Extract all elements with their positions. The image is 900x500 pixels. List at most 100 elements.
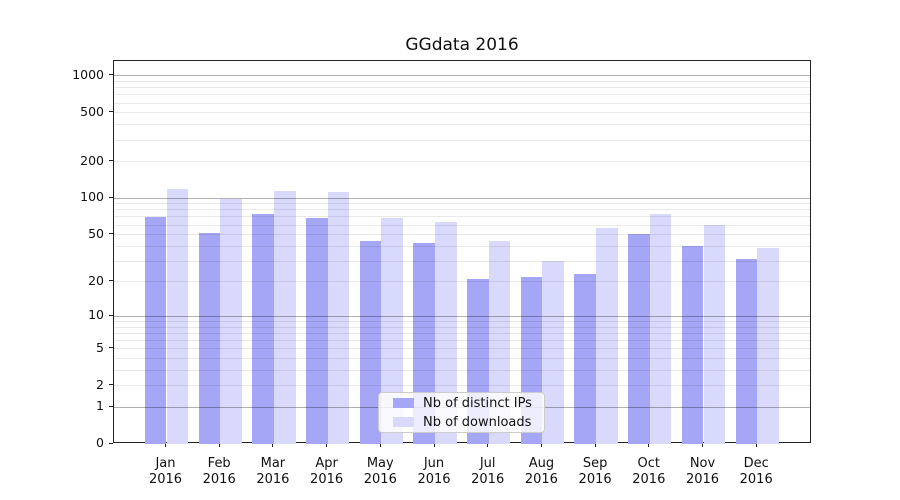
x-tick-mark-aug bbox=[540, 443, 542, 447]
y-tick-mark-50 bbox=[109, 233, 113, 235]
y-tick-mark-1000 bbox=[109, 74, 113, 76]
x-tick-label-oct: Oct 2016 bbox=[632, 456, 666, 487]
gridline-60 bbox=[114, 224, 810, 226]
bar-oct-downloads bbox=[649, 213, 672, 444]
plot-area bbox=[113, 60, 811, 444]
gridline-300 bbox=[114, 139, 810, 141]
y-tick-label-500: 500 bbox=[80, 103, 104, 119]
legend-swatch-downloads bbox=[393, 417, 414, 427]
y-tick-label-20: 20 bbox=[88, 272, 104, 288]
x-tick-mark-feb bbox=[218, 443, 220, 447]
gridline-3 bbox=[114, 369, 810, 371]
gridline-90 bbox=[114, 203, 810, 205]
y-tick-mark-0 bbox=[109, 442, 113, 444]
x-tick-mark-jul bbox=[487, 443, 489, 447]
x-tick-label-jan: Jan 2016 bbox=[148, 456, 183, 487]
legend-label-distinct-ips: Nb of distinct IPs bbox=[423, 395, 532, 411]
gridline-70 bbox=[114, 216, 810, 218]
bar-apr-ips bbox=[305, 218, 328, 444]
y-tick-mark-1 bbox=[109, 405, 113, 407]
x-tick-label-apr: Apr 2016 bbox=[310, 456, 344, 487]
x-tick-label-may: May 2016 bbox=[363, 456, 397, 487]
x-tick-label-sep: Sep 2016 bbox=[578, 456, 612, 487]
gridline-6 bbox=[114, 339, 810, 341]
bar-mar-ips bbox=[252, 213, 274, 444]
gridline-80 bbox=[114, 209, 810, 211]
x-tick-mark-dec bbox=[755, 443, 757, 447]
y-tick-label-200: 200 bbox=[80, 152, 104, 168]
x-tick-mark-mar bbox=[272, 443, 274, 447]
chart-title: GGdata 2016 bbox=[405, 35, 519, 55]
gridline-2 bbox=[114, 385, 810, 387]
bar-sep-ips bbox=[574, 274, 597, 444]
x-tick-mark-oct bbox=[648, 443, 650, 447]
x-tick-mark-apr bbox=[326, 443, 328, 447]
y-tick-mark-200 bbox=[109, 160, 113, 162]
bar-dec-ips bbox=[735, 258, 758, 444]
gridlines-layer bbox=[114, 61, 810, 442]
legend-label-downloads: Nb of downloads bbox=[423, 414, 532, 430]
bar-mar-downloads bbox=[273, 190, 296, 444]
bar-sep-downloads bbox=[596, 228, 618, 444]
x-tick-label-dec: Dec 2016 bbox=[739, 456, 773, 487]
y-tick-label-0: 0 bbox=[96, 435, 104, 451]
x-tick-mark-jan bbox=[165, 443, 166, 447]
gridline-200 bbox=[114, 161, 810, 163]
bar-feb-ips bbox=[198, 233, 221, 444]
y-tick-mark-2 bbox=[109, 384, 113, 386]
gridline-10 bbox=[114, 315, 810, 317]
bar-may-downloads bbox=[381, 218, 403, 444]
gridline-500 bbox=[114, 112, 810, 114]
x-tick-mark-jun bbox=[433, 443, 435, 447]
y-tick-mark-20 bbox=[109, 280, 113, 282]
gridline-30 bbox=[114, 260, 810, 262]
y-tick-label-1: 1 bbox=[96, 398, 104, 414]
y-tick-label-1000: 1000 bbox=[72, 66, 104, 82]
y-tick-mark-10 bbox=[109, 314, 113, 316]
bar-may-ips bbox=[359, 240, 382, 444]
y-tick-mark-100 bbox=[109, 196, 113, 198]
x-tick-mark-sep bbox=[594, 443, 596, 447]
bar-nov-ips bbox=[681, 245, 704, 444]
bar-dec-downloads bbox=[757, 248, 779, 444]
legend-item-downloads: Nb of downloads bbox=[387, 415, 536, 430]
bar-jun-downloads bbox=[435, 222, 457, 444]
gridline-7 bbox=[114, 332, 810, 334]
y-tick-mark-5 bbox=[109, 347, 113, 349]
bar-aug-downloads bbox=[542, 260, 565, 444]
legend-swatch-distinct-ips bbox=[393, 398, 414, 408]
bar-oct-ips bbox=[628, 234, 650, 444]
gridline-40 bbox=[114, 245, 810, 247]
bar-jan-downloads bbox=[166, 189, 189, 444]
y-tick-label-100: 100 bbox=[80, 189, 104, 205]
x-tick-label-jul: Jul 2016 bbox=[471, 456, 505, 487]
gridline-5 bbox=[114, 348, 810, 350]
gridline-1000 bbox=[114, 75, 810, 77]
y-tick-label-2: 2 bbox=[96, 376, 104, 392]
x-tick-mark-nov bbox=[702, 443, 703, 447]
x-tick-label-mar: Mar 2016 bbox=[256, 456, 290, 487]
bar-nov-downloads bbox=[703, 224, 726, 444]
bar-apr-downloads bbox=[327, 192, 350, 444]
x-tick-mark-may bbox=[379, 443, 381, 447]
gridline-400 bbox=[114, 124, 810, 126]
y-tick-label-5: 5 bbox=[96, 339, 104, 355]
gridline-50 bbox=[114, 234, 810, 236]
legend: Nb of distinct IPs Nb of downloads bbox=[378, 392, 545, 433]
x-tick-label-aug: Aug 2016 bbox=[524, 456, 558, 487]
gridline-600 bbox=[114, 102, 810, 104]
gridline-9 bbox=[114, 320, 810, 322]
gridline-700 bbox=[114, 94, 810, 96]
y-tick-label-50: 50 bbox=[88, 225, 104, 241]
gridline-4 bbox=[114, 357, 810, 359]
bar-feb-downloads bbox=[220, 198, 242, 444]
y-tick-label-10: 10 bbox=[88, 307, 104, 323]
gridline-800 bbox=[114, 87, 810, 89]
bar-jan-ips bbox=[144, 217, 167, 444]
x-tick-label-feb: Feb 2016 bbox=[202, 456, 236, 487]
x-tick-label-jun: Jun 2016 bbox=[417, 456, 451, 487]
gridline-8 bbox=[114, 326, 810, 328]
gridline-100 bbox=[114, 197, 810, 199]
y-tick-mark-500 bbox=[109, 111, 113, 113]
